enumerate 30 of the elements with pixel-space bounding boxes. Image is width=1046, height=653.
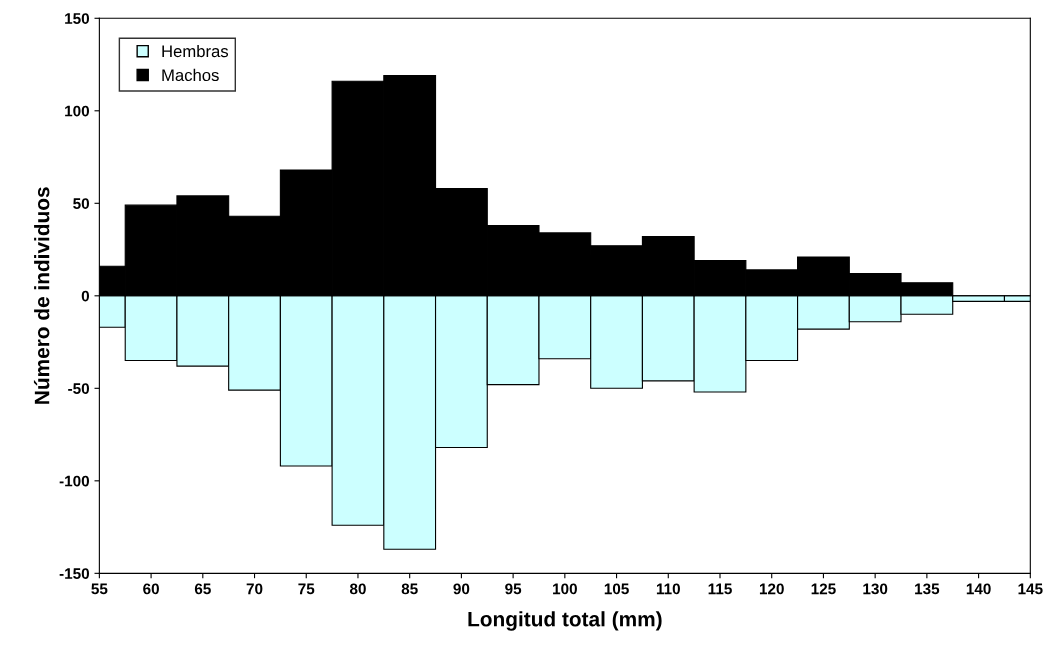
y-tick-label: -100	[59, 475, 90, 487]
x-tick-label: 115	[708, 583, 732, 595]
y-tick-label: 0	[81, 290, 90, 302]
x-tick-label: 135	[915, 583, 940, 595]
x-tick-label: 70	[246, 583, 263, 595]
x-tick-label: 125	[811, 583, 836, 595]
y-tick-label: -50	[68, 383, 90, 394]
x-tick-label: 120	[759, 583, 784, 595]
legend-label: Hembras	[162, 44, 229, 58]
x-tick-label: 80	[349, 583, 366, 595]
x-tick-label: 55	[91, 583, 108, 595]
y-tick-label: 50	[73, 198, 90, 209]
x-tick-label: 110	[656, 583, 680, 595]
y-tick-label: -150	[59, 568, 90, 580]
x-tick-label: 100	[553, 583, 577, 595]
x-tick-label: 140	[966, 583, 991, 595]
legend-label: Machos	[162, 68, 219, 82]
x-tick-label: 105	[604, 583, 629, 595]
y-tick-label: 100	[65, 105, 90, 117]
y-axis-title: Número de individuos	[33, 187, 50, 404]
x-tick-label: 90	[453, 583, 470, 595]
x-tick-label: 95	[505, 583, 522, 595]
x-tick-label: 60	[143, 583, 159, 595]
x-tick-label: 65	[194, 583, 211, 595]
x-tick-label: 75	[298, 583, 315, 595]
x-tick-label: 85	[401, 583, 418, 595]
x-axis-title: Longitud total (mm)	[468, 611, 662, 631]
x-tick-label: 130	[863, 583, 888, 595]
x-tick-label: 145	[1018, 583, 1043, 595]
y-tick-label: 150	[65, 13, 90, 24]
